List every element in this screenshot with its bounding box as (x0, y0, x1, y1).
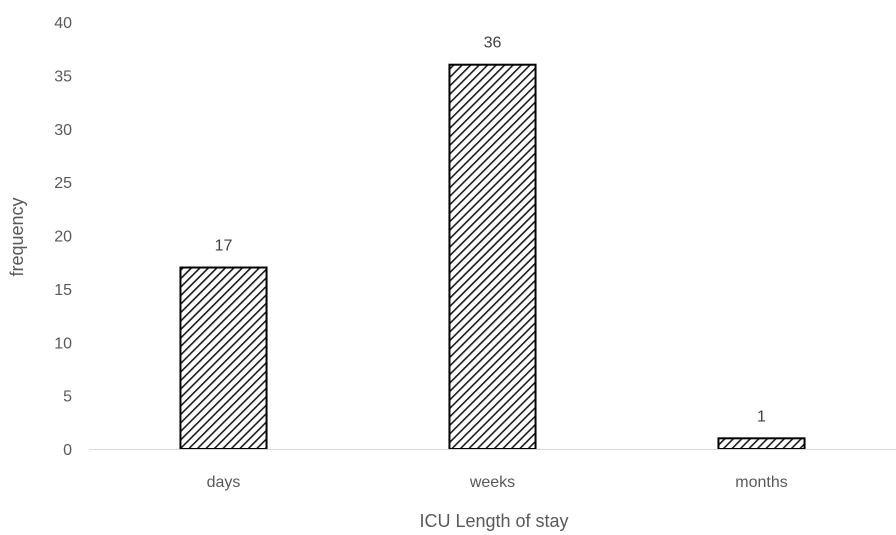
bar-days (179, 266, 268, 450)
y-tick-label: 5 (63, 389, 72, 406)
y-tick-label: 0 (63, 442, 72, 459)
bar-weeks (448, 63, 537, 450)
data-label-months: 1 (757, 408, 766, 425)
x-tick-label-days: days (207, 474, 241, 491)
y-tick-label: 10 (54, 335, 72, 352)
y-tick-label: 35 (54, 68, 72, 85)
x-axis-title: ICU Length of stay (419, 511, 568, 531)
x-axis-tick-labels: days weeks months (207, 474, 788, 491)
y-axis-title: frequency (7, 197, 27, 276)
data-label-weeks: 36 (484, 35, 502, 52)
x-tick-label-weeks: weeks (469, 474, 515, 491)
data-labels: 17 36 1 (215, 35, 766, 426)
y-tick-label: 20 (54, 229, 72, 246)
y-tick-label: 30 (54, 122, 72, 139)
y-axis-tick-labels: 0 5 10 15 20 25 30 35 40 (54, 15, 72, 459)
y-tick-label: 40 (54, 15, 72, 32)
y-tick-label: 25 (54, 175, 72, 192)
y-tick-label: 15 (54, 282, 72, 299)
data-label-days: 17 (215, 238, 233, 255)
bar-months (717, 437, 806, 451)
bars (179, 63, 806, 451)
x-tick-label-months: months (735, 474, 787, 491)
